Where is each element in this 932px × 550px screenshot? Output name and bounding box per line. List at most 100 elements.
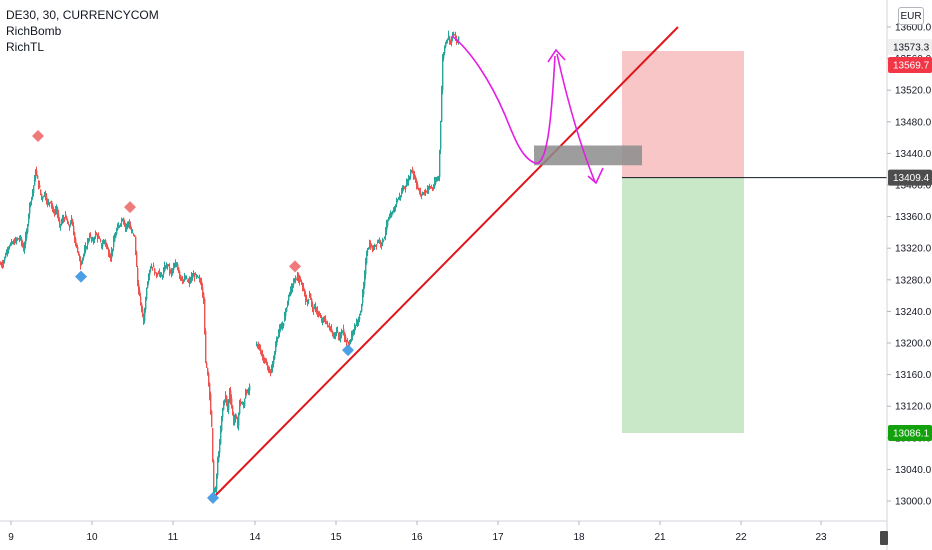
price-tags: 13573.3 13569.7 13409.4 13086.1 — [888, 39, 932, 441]
candle-body — [174, 265, 176, 268]
candle-body — [243, 405, 245, 407]
candle-body — [125, 224, 127, 229]
candle-body — [190, 279, 192, 282]
candle-body — [156, 275, 158, 277]
candle-body — [398, 198, 400, 200]
candle-body — [333, 334, 335, 339]
candle-body — [349, 343, 351, 345]
candle-body — [113, 239, 115, 248]
candle-body — [14, 242, 16, 244]
candle-body — [100, 240, 102, 242]
candle-body — [58, 214, 60, 219]
candle-body — [299, 278, 301, 282]
price-tick-label: 13600.0 — [895, 23, 932, 34]
candle-body — [282, 325, 284, 328]
candle-body — [183, 279, 185, 281]
time-tick-label: 23 — [815, 532, 827, 543]
candle-body — [121, 220, 123, 223]
candle-body — [164, 265, 166, 272]
candle-body — [339, 336, 341, 340]
candle-body — [320, 316, 322, 318]
candle-body — [10, 243, 12, 246]
candle-body — [150, 269, 152, 271]
candle-body — [224, 400, 226, 403]
buy-signal-marker — [342, 344, 354, 357]
candle-body — [360, 313, 362, 316]
candle-body — [404, 188, 406, 190]
candle-body — [436, 179, 438, 182]
candle-body — [129, 222, 131, 227]
candle-body — [316, 308, 318, 313]
candle-body — [109, 252, 111, 258]
candle-body — [262, 354, 264, 357]
candle-body — [236, 415, 238, 419]
candle-body — [239, 400, 241, 414]
candle-body — [429, 185, 431, 188]
currency-badge[interactable]: EUR — [898, 7, 924, 25]
time-tick-label: 18 — [573, 532, 585, 543]
candle-body — [356, 322, 358, 326]
candle-body — [35, 172, 37, 179]
candle-body — [26, 231, 28, 239]
candle-body — [69, 225, 71, 228]
candle-body — [264, 358, 266, 362]
candle-body — [370, 244, 372, 249]
candle-body — [207, 367, 209, 375]
candle-body — [106, 243, 108, 247]
candle-body — [47, 200, 49, 203]
candle-body — [215, 487, 217, 492]
candle-body — [44, 192, 46, 195]
candle-body — [80, 259, 82, 266]
indicator-richbomb[interactable]: RichBomb — [6, 24, 62, 38]
candle-body — [88, 239, 90, 242]
candle-body — [227, 403, 229, 411]
candle-body — [17, 237, 19, 240]
candle-body — [128, 222, 130, 224]
candle-body — [231, 398, 233, 407]
candle-body — [70, 223, 72, 226]
candle-body — [256, 342, 258, 344]
chart-drawings — [209, 26, 679, 502]
candle-body — [409, 177, 411, 179]
candle-body — [21, 238, 23, 243]
candle-body — [189, 279, 191, 283]
candle-body — [142, 309, 144, 314]
candle-body — [228, 399, 230, 411]
candle-body — [445, 44, 447, 47]
candle-body — [447, 38, 449, 40]
candle-body — [323, 318, 325, 321]
candle-body — [385, 231, 387, 236]
candle-body — [449, 36, 451, 42]
candle-body — [371, 246, 373, 248]
candle-body — [284, 314, 286, 321]
candle-body — [48, 201, 50, 204]
candle-body — [112, 248, 114, 253]
candle-body — [277, 337, 279, 339]
candle-body — [444, 46, 446, 53]
candle-body — [144, 311, 146, 321]
candle-body — [451, 36, 453, 43]
candle-body — [403, 187, 405, 189]
candle-body — [276, 339, 278, 346]
candle-body — [270, 371, 272, 373]
symbol-title[interactable]: DE30, 30, CURRENCYCOM — [6, 8, 159, 22]
candle-body — [134, 235, 136, 237]
candle-body — [289, 295, 291, 297]
candle-body — [139, 290, 141, 296]
candle-body — [378, 241, 380, 243]
indicator-richtl[interactable]: RichTL — [6, 40, 45, 54]
candle-body — [266, 363, 268, 365]
candle-body — [68, 223, 70, 226]
time-axis[interactable]: 9 10 11 14 15 16 17 18 21 22 23 — [8, 521, 888, 545]
candle-body — [359, 317, 361, 319]
candle-body — [364, 272, 366, 287]
candle-body — [428, 186, 430, 190]
candle-body — [146, 289, 148, 299]
candle-body — [441, 90, 443, 122]
candle-body — [440, 123, 442, 150]
candle-body — [94, 238, 96, 240]
time-tick-label: 22 — [735, 532, 747, 543]
sell-signal-marker — [32, 130, 44, 143]
current-price-tag — [888, 39, 932, 55]
